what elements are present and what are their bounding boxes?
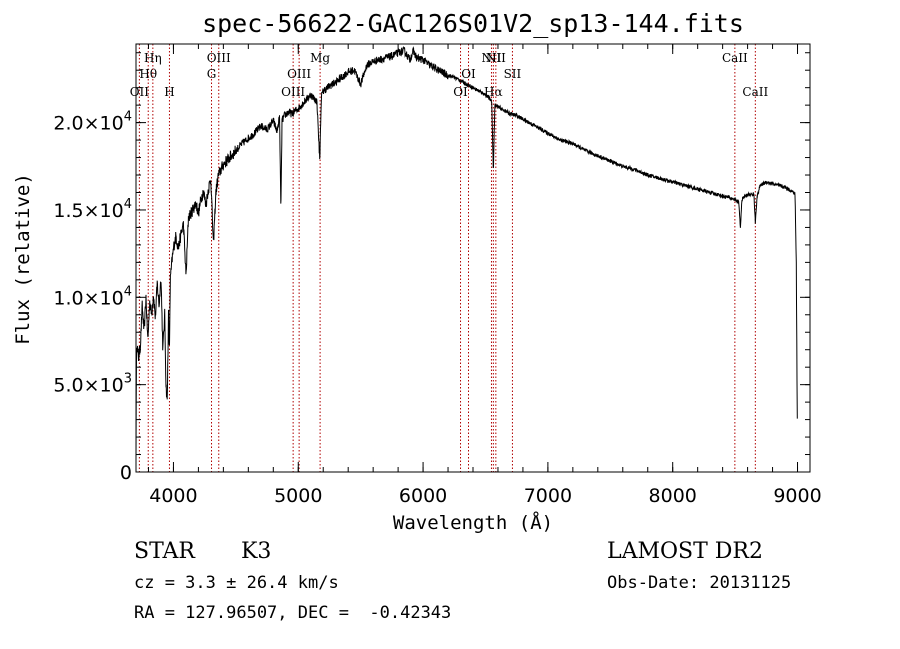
y-tick-label: 5.0×103 [53,372,132,397]
spectral-line-label: NII [486,51,506,65]
spectral-line-label: SII [504,67,522,81]
spectral-line-label: OIII [287,67,311,81]
spectral-line-label: CaII [742,85,768,99]
x-tick-label: 6000 [399,485,447,507]
y-tick-label: 2.0×104 [53,110,132,135]
emission-line-markers: OIIHθHηHGOIIIOIIIOIIIMgOIOINIIHαNIISIICa… [130,44,768,472]
redshift-readout: cz = 3.3 ± 26.4 km/s [134,573,339,593]
spectral-line-label: OI [453,85,468,99]
x-tick-label: 8000 [649,485,697,507]
x-axis-label: Wavelength (Å) [393,511,553,534]
spectral-line-label: Mg [310,51,330,65]
coordinates-readout: RA = 127.96507, DEC = -0.42343 [134,603,452,623]
chart-title: spec-56622-GAC126S01V2_sp13-144.fits [202,9,744,38]
plot-frame [135,43,811,473]
spectrum-series-line [135,45,798,460]
x-tick-label: 9000 [773,485,821,507]
spectral-line-label: G [207,67,217,81]
spectral-line-label: OII [130,85,150,99]
y-tick-label: 1.0×104 [53,284,132,309]
spectral-line-label: OI [461,67,476,81]
x-tick-label: 4000 [149,485,197,507]
survey-label: LAMOST DR2 [607,539,763,564]
x-tick-label: 5000 [274,485,322,507]
spectral-line-label: Hθ [139,67,157,81]
spectral-line-label: OIII [207,51,231,65]
spectral-line-label: OIII [281,85,305,99]
object-class: STAR [134,539,195,564]
y-tick-label: 1.5×104 [53,197,132,222]
spectral-line-label: H [164,85,174,99]
spectral-line-label: CaII [722,51,748,65]
object-subclass: K3 [241,539,272,564]
y-tick-label: 0 [120,462,132,484]
spectral-line-label: NII [481,51,501,65]
observation-date: Obs-Date: 20131125 [607,573,792,593]
x-tick-label: 7000 [524,485,572,507]
axes: 4000 5000 6000 7000 8000 9000 0 5.0×103 1.0×104 1… [53,43,822,507]
y-axis-label: Flux (relative) [12,173,34,345]
spectral-line-label: Hη [144,51,162,65]
